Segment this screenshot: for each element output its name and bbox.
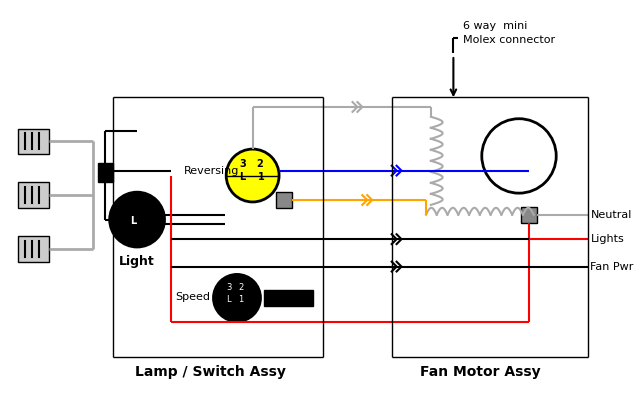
Text: Fan Motor Assy: Fan Motor Assy (419, 365, 540, 379)
Text: 1: 1 (238, 295, 243, 304)
Text: Lamp / Switch Assy: Lamp / Switch Assy (135, 365, 286, 379)
Text: Reversing: Reversing (184, 166, 239, 176)
Text: L: L (239, 172, 245, 182)
Bar (18, 128, 49, 154)
Text: Light: Light (119, 255, 155, 268)
Text: 2: 2 (257, 159, 263, 169)
Bar (18, 236, 49, 262)
Circle shape (482, 119, 556, 193)
Text: 3: 3 (239, 159, 246, 169)
Text: 2: 2 (238, 283, 243, 292)
Text: 6 way  mini: 6 way mini (463, 21, 527, 31)
Text: Speed: Speed (175, 292, 211, 302)
Bar (98, 163, 113, 182)
Circle shape (226, 149, 279, 202)
Text: 1: 1 (257, 172, 264, 182)
Circle shape (214, 274, 260, 322)
Bar (264, 290, 314, 306)
Text: Neutral: Neutral (591, 210, 632, 220)
Circle shape (109, 192, 164, 247)
Bar (276, 192, 292, 208)
Text: Fan Pwr: Fan Pwr (591, 262, 634, 272)
Text: L: L (130, 216, 136, 226)
Text: L: L (226, 295, 231, 304)
Bar (18, 182, 49, 208)
Text: Lights: Lights (591, 234, 624, 244)
Text: Molex connector: Molex connector (463, 35, 556, 45)
Text: 3: 3 (226, 283, 232, 292)
Bar (521, 207, 536, 222)
